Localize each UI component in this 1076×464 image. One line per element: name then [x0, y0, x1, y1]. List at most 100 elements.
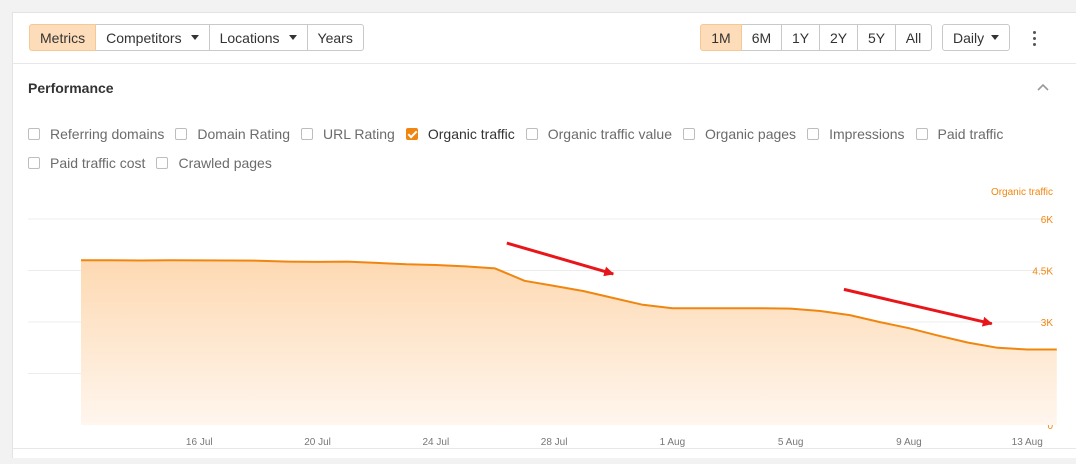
checkbox[interactable] — [301, 127, 313, 140]
x-tick-label: 20 Jul — [304, 437, 331, 448]
data-point — [404, 262, 408, 266]
checkbox[interactable] — [156, 156, 169, 169]
metric-label: Paid traffic — [937, 125, 1004, 142]
checkbox[interactable] — [683, 127, 695, 140]
x-tick-label: 28 Jul — [541, 437, 568, 448]
caret-down-icon — [288, 35, 297, 40]
data-point — [168, 258, 172, 262]
range-5y-button[interactable]: 5Y — [858, 24, 896, 51]
y-tick-label: 3K — [1041, 318, 1054, 329]
metric-option[interactable]: Organic traffic — [405, 125, 515, 142]
checkbox[interactable] — [807, 127, 820, 140]
checkbox[interactable] — [525, 127, 538, 140]
data-point — [1055, 348, 1059, 352]
data-point — [818, 309, 822, 313]
metric-label: Organic traffic value — [547, 125, 672, 142]
tab-competitors[interactable]: Competitors — [96, 24, 210, 51]
x-tick-label: 13 Aug — [1012, 437, 1043, 448]
data-point — [730, 306, 734, 310]
metric-label: Paid traffic cost — [50, 154, 146, 171]
metric-option[interactable]: Crawled pages — [156, 154, 272, 171]
section-title: Performance — [28, 80, 114, 96]
data-point — [877, 320, 881, 324]
metric-label: Domain Rating — [197, 125, 290, 142]
checkbox[interactable] — [28, 156, 40, 169]
data-point — [138, 259, 142, 263]
metric-row: Referring domains Domain Rating URL Rating… — [28, 119, 1058, 148]
metric-option[interactable]: Organic pages — [683, 126, 796, 142]
data-point — [109, 258, 113, 262]
interval-dropdown[interactable]: Daily — [942, 24, 1011, 51]
y-tick-label: 0 — [1047, 421, 1053, 432]
metric-option[interactable]: URL Rating — [301, 126, 395, 142]
range-6m-button[interactable]: 6M — [742, 24, 782, 51]
data-point — [937, 334, 941, 338]
data-point — [1025, 348, 1029, 352]
data-point — [434, 263, 438, 267]
data-point — [552, 284, 556, 288]
range-selector: 1M 6M 1Y 2Y 5Y All — [700, 24, 932, 51]
data-point — [316, 260, 320, 264]
data-point — [700, 306, 704, 310]
tab-metrics[interactable]: Metrics — [29, 24, 97, 51]
x-tick-label: 16 Jul — [186, 437, 213, 448]
y-axis-title: Organic traffic — [991, 187, 1053, 198]
tab-locations[interactable]: Locations — [209, 24, 308, 51]
data-point — [523, 279, 527, 283]
toolbar: Metrics Competitors Locations Years 1M 6… — [13, 13, 1076, 64]
metric-label: Impressions — [829, 125, 905, 142]
tab-years-label: Years — [317, 29, 353, 46]
caret-down-icon — [991, 35, 1000, 40]
data-point — [493, 266, 497, 270]
x-tick-label: 24 Jul — [422, 437, 449, 448]
data-point — [375, 261, 379, 265]
metric-row: Paid traffic cost Crawled pages — [28, 148, 1058, 177]
data-point — [996, 346, 1000, 350]
data-point — [848, 313, 852, 317]
data-point — [227, 259, 231, 263]
tab-metrics-label: Metrics — [40, 29, 86, 46]
data-point — [789, 307, 793, 311]
more-options-icon[interactable] — [1028, 28, 1040, 48]
chevron-up-icon[interactable] — [1035, 81, 1051, 93]
tab-years[interactable]: Years — [307, 24, 364, 51]
range-2y-button[interactable]: 2Y — [820, 24, 858, 51]
data-point — [641, 303, 645, 307]
caret-down-icon — [190, 35, 199, 40]
y-tick-label: 6K — [1041, 215, 1054, 226]
y-tick-label: 4.5K — [1032, 267, 1053, 278]
data-point — [79, 258, 83, 262]
data-point — [582, 289, 586, 293]
annotation-arrow — [843, 287, 993, 327]
divider — [13, 448, 1076, 449]
checkbox[interactable] — [915, 127, 928, 140]
metric-option[interactable]: Organic traffic value — [525, 125, 672, 142]
data-point — [345, 260, 349, 264]
interval-label: Daily — [953, 29, 985, 46]
range-all-button[interactable]: All — [896, 24, 932, 51]
metric-option[interactable]: Paid traffic cost — [28, 155, 145, 171]
metric-label: Organic traffic — [427, 125, 515, 142]
data-point — [966, 341, 970, 345]
range-1m-button[interactable]: 1M — [700, 24, 742, 51]
metric-option[interactable]: Paid traffic — [915, 125, 1004, 142]
metric-option[interactable]: Impressions — [807, 125, 905, 142]
checkbox[interactable] — [175, 127, 188, 140]
data-point — [611, 296, 615, 300]
series-line — [81, 259, 1057, 351]
data-point — [759, 306, 763, 310]
checkbox[interactable] — [28, 127, 40, 140]
tab-competitors-label: Competitors — [106, 29, 182, 46]
checkbox[interactable] — [405, 127, 418, 140]
x-tick-label: 1 Aug — [660, 437, 686, 448]
metric-option[interactable]: Domain Rating — [175, 126, 290, 142]
data-point — [463, 264, 467, 268]
data-point — [907, 326, 911, 330]
data-point — [256, 259, 260, 263]
metric-label: Crawled pages — [178, 154, 272, 171]
view-tabs: Metrics Competitors Locations Years — [29, 24, 364, 51]
metric-option[interactable]: Referring domains — [28, 126, 164, 142]
range-1y-button[interactable]: 1Y — [782, 24, 820, 51]
